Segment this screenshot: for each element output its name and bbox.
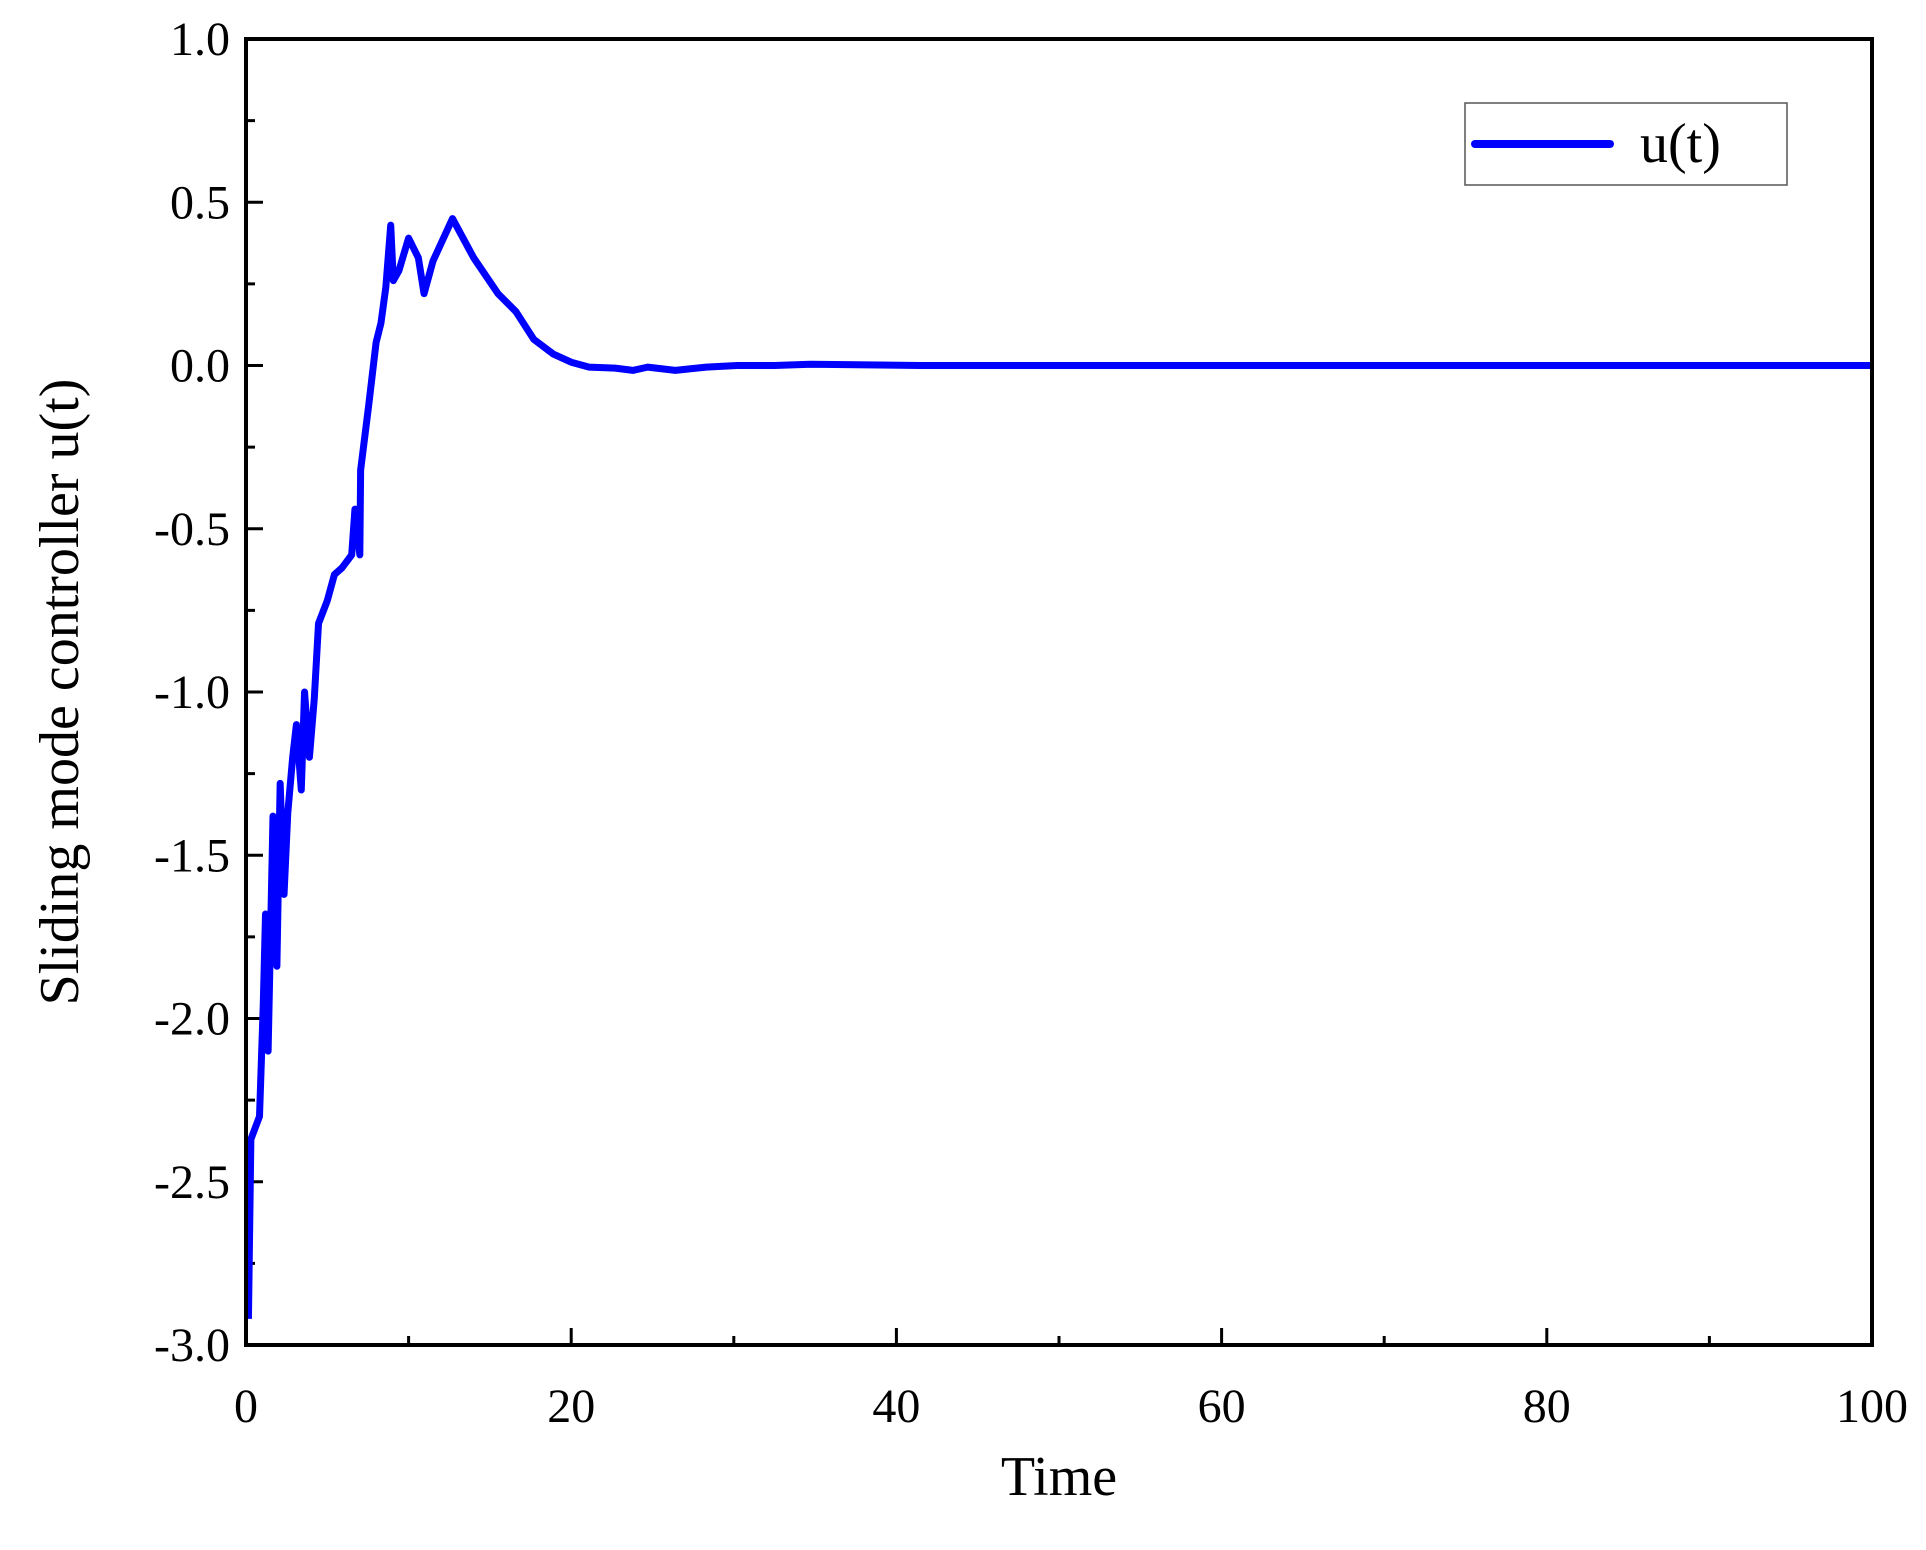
line (244, 215, 1872, 1319)
y-tick-label: -2.0 (154, 993, 230, 1046)
x-axis-title: Time (1001, 1446, 1117, 1508)
y-tick-label: -1.0 (154, 666, 230, 719)
y-tick-label: -1.5 (154, 829, 230, 882)
y-tick-label: -0.5 (154, 503, 230, 556)
legend-label: u(t) (1640, 113, 1721, 175)
y-tick-label: 0.0 (170, 340, 230, 393)
x-tick-label: 60 (1198, 1380, 1246, 1433)
x-tick-label: 0 (234, 1380, 258, 1433)
y-axis-title: Sliding mode controller u(t) (29, 379, 91, 1006)
x-tick-label: 40 (872, 1380, 920, 1433)
y-tick-label: -2.5 (154, 1156, 230, 1209)
x-tick-label: 80 (1523, 1380, 1571, 1433)
x-tick-label: 100 (1836, 1380, 1908, 1433)
y-tick-label: -3.0 (154, 1319, 230, 1372)
y-tick-label: 0.5 (170, 176, 230, 229)
y-tick-label: 1.0 (170, 13, 230, 66)
x-tick-label: 20 (547, 1380, 595, 1433)
plot-frame (244, 37, 1874, 1347)
